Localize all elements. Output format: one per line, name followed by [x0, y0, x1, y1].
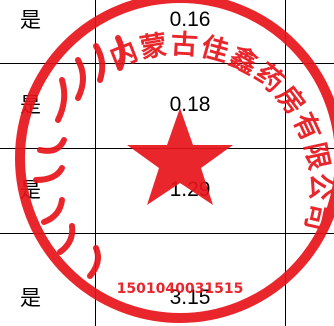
row-3-value: 1.29	[169, 178, 211, 201]
row-divider	[0, 233, 334, 234]
row-3-flag: 是	[20, 178, 41, 202]
row-2-flag: 是	[20, 93, 41, 117]
row-4-flag: 是	[20, 286, 41, 310]
row-divider	[0, 63, 334, 64]
row-1-value: 0.16	[169, 8, 211, 31]
row-divider	[0, 148, 334, 149]
row-4-value: 3.15	[169, 286, 211, 309]
row-2-value: 0.18	[169, 93, 211, 116]
column-divider	[95, 0, 96, 326]
column-divider	[285, 0, 286, 326]
row-1-flag: 是	[20, 8, 41, 32]
